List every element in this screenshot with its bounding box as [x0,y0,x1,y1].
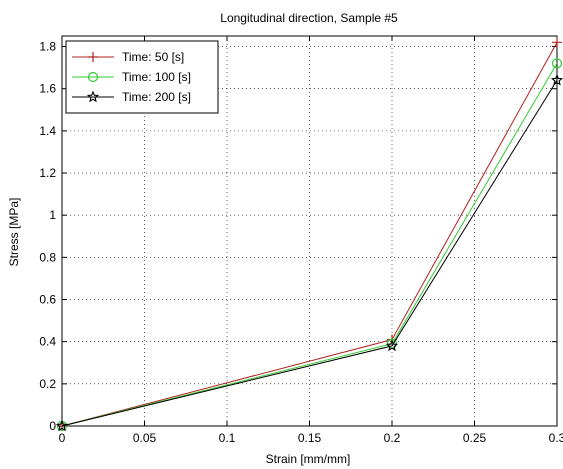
legend-marker [88,52,98,62]
data-point-marker [552,37,562,48]
x-tick-label: 0.2 [384,431,401,445]
x-tick-label: 0 [59,431,66,445]
y-axis-title: Stress [MPa] [7,198,21,267]
y-tick-label: 1.6 [39,82,56,96]
y-tick-label: 0.4 [39,335,56,349]
data-point-marker [551,58,563,69]
y-tick-label: 0.6 [39,293,56,307]
series-line [61,63,558,427]
y-tick-label: 0.2 [39,377,56,391]
data-point-marker [385,339,399,352]
y-tick-label: 1 [49,208,56,222]
x-axis-title: Strain [mm/mm] [266,452,351,466]
chart-title: Longitudinal direction, Sample #5 [220,11,398,25]
y-tick-label: 0 [49,419,56,433]
series-line [61,80,558,427]
x-tick-label: 0.15 [298,431,322,445]
legend-marker [87,71,99,83]
y-tick-label: 0.8 [39,250,56,264]
data-series [55,37,563,432]
legend-marker [86,90,100,103]
y-tick-label: 1.4 [39,124,56,138]
y-tick-label: 1.2 [39,166,56,180]
data-point-marker [55,419,69,432]
legend: Time: 50 [s] Time: 100 [s] Time: 200 [s] [65,40,219,114]
axis-ticks: 0 0.05 0.1 0.15 0.2 0.25 0.3 0 0.2 0.4 0.6 0.8 1 1.2 1… [39,36,563,445]
data-point-marker [550,73,563,86]
legend-label: Time: 100 [s] [122,70,191,84]
x-tick-label: 0.25 [463,431,487,445]
x-tick-label: 0.05 [133,431,157,445]
legend-label: Time: 50 [s] [122,50,184,64]
y-tick-label: 1.8 [39,40,56,54]
series-group [55,73,563,432]
x-tick-label: 0.3 [549,431,563,445]
x-tick-label: 0.1 [219,431,236,445]
legend-label: Time: 200 [s] [122,90,191,104]
